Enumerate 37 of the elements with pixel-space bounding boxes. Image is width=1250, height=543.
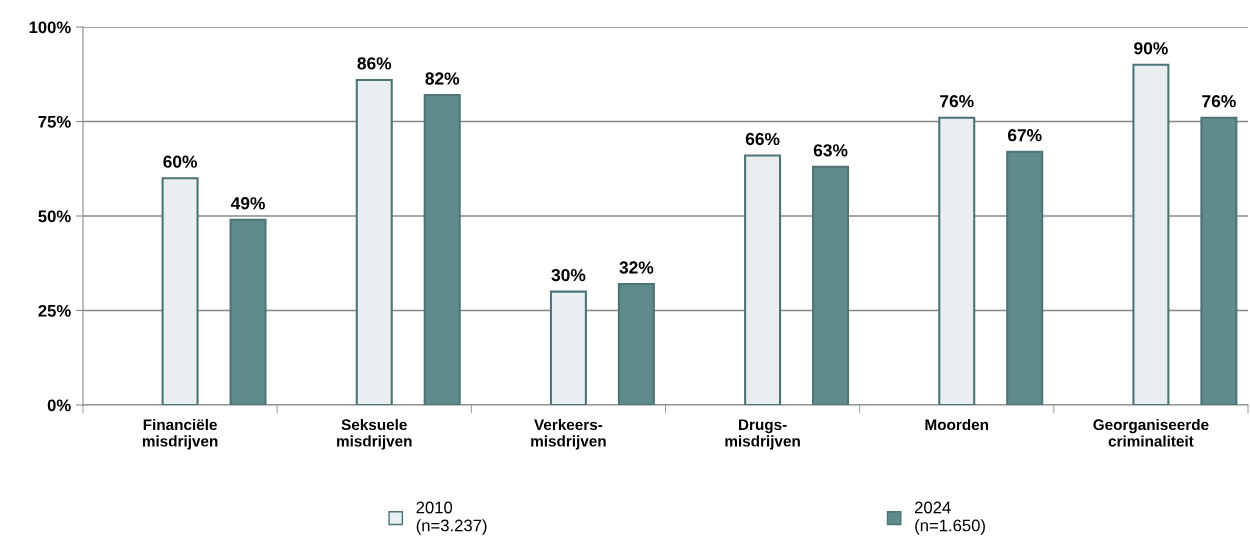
data-label: 63% (813, 144, 848, 157)
x-tick-label: Georganiseerde criminaliteit (1093, 418, 1209, 447)
bar (355, 78, 393, 405)
data-label: 30% (551, 268, 586, 282)
bar (423, 94, 461, 405)
x-tick-label: Verkeers- misdrijven (531, 418, 606, 450)
bar (229, 218, 267, 405)
y-tick-label: 75% (38, 115, 71, 128)
bar (938, 116, 976, 405)
x-tick-label: Financiële misdrijven (142, 418, 218, 450)
legend-label: 2010 (n=3.237) (416, 501, 487, 535)
x-tick-label: Drugs- misdrijven (725, 419, 800, 450)
legend-label: 2024 (n=1.650) (915, 501, 985, 535)
data-label: 90% (1134, 42, 1168, 55)
x-tick-label: Moorden (925, 418, 989, 431)
data-label: 60% (163, 155, 197, 168)
data-label: 86% (357, 57, 392, 70)
y-tick-label: 50% (38, 210, 71, 223)
data-label: 67% (1007, 129, 1042, 142)
data-label: 76% (1202, 95, 1236, 108)
data-label: 32% (619, 261, 654, 274)
bar (1006, 150, 1044, 405)
bar (161, 177, 199, 405)
bar (549, 290, 587, 405)
y-tick-label: 100% (29, 21, 71, 34)
data-label: 82% (425, 72, 460, 85)
bar (617, 283, 655, 405)
x-tick-label: Seksuele misdrijven (337, 418, 412, 450)
bar (744, 154, 782, 405)
y-tick-label: 25% (38, 304, 71, 317)
data-label: 49% (230, 197, 265, 210)
bar (812, 165, 850, 405)
data-label: 76% (940, 95, 974, 108)
bar (1200, 116, 1238, 405)
bar (1132, 63, 1170, 405)
y-tick-label: 0% (47, 399, 71, 412)
data-label: 66% (745, 132, 780, 146)
